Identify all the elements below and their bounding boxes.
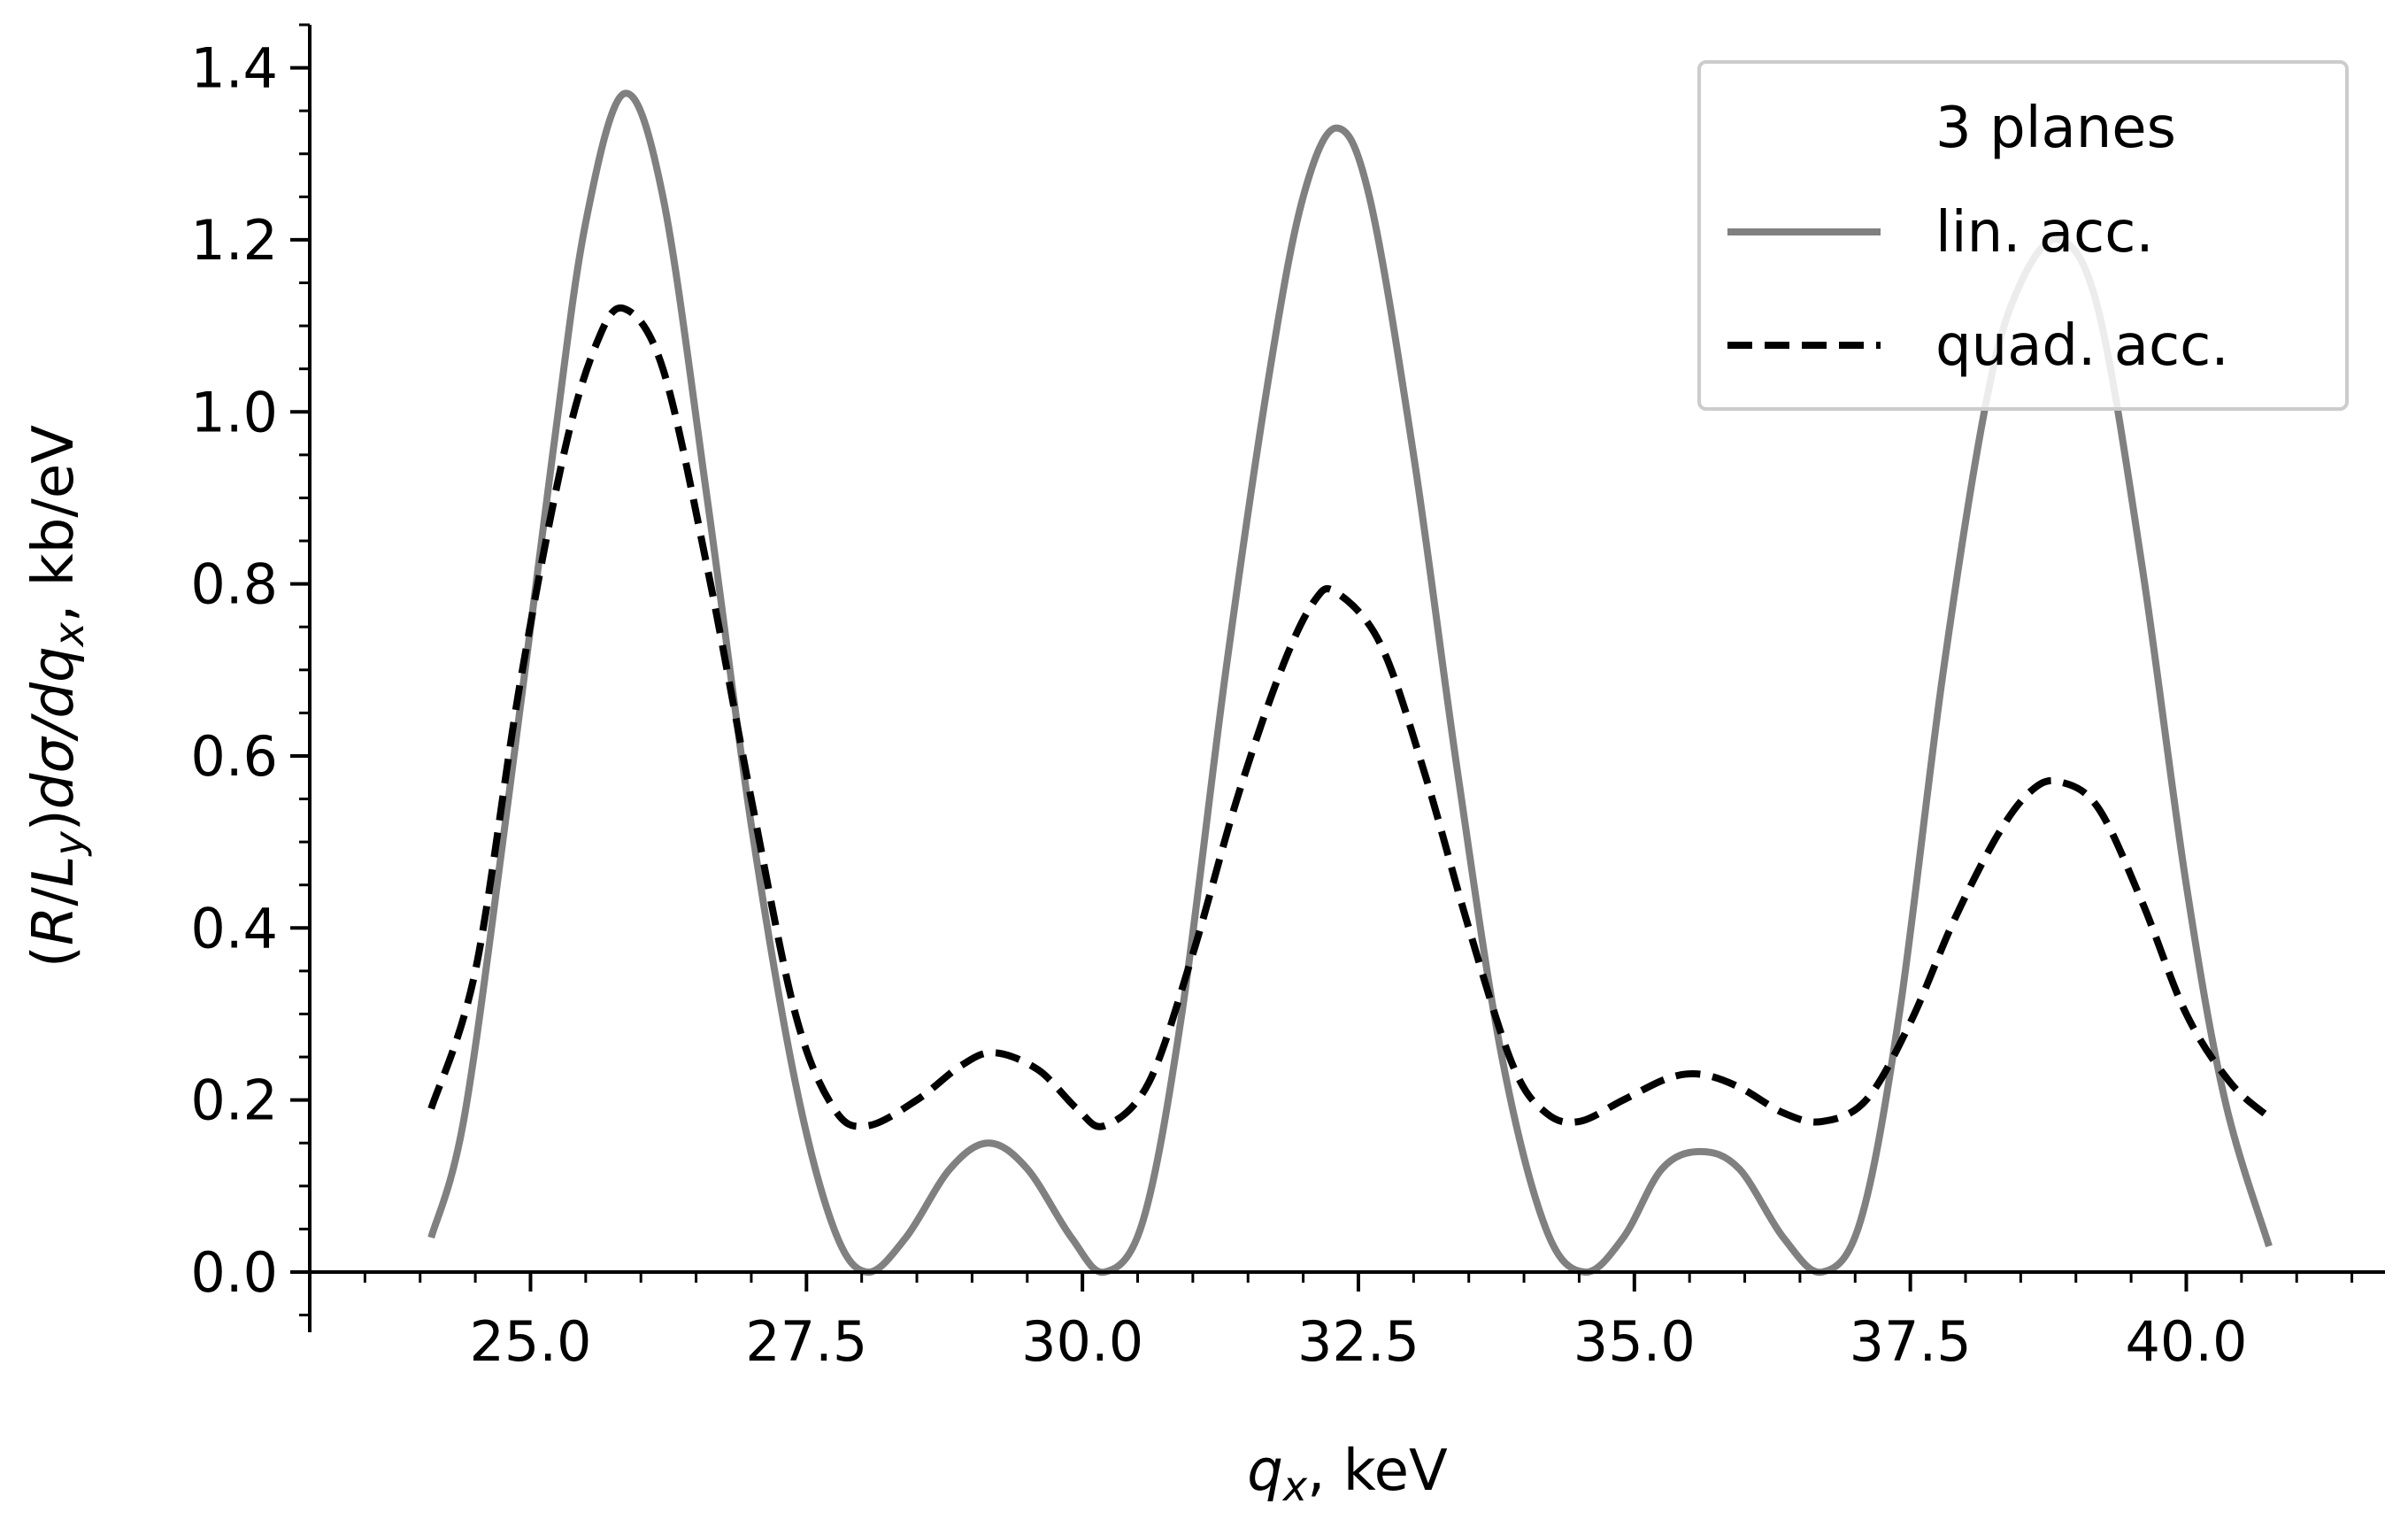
y-tick-label: 1.2 [190,208,278,273]
x-label-var: q [1247,1438,1283,1504]
y-label-part: / [21,887,87,906]
y-tick-label: 1.0 [190,380,278,444]
y-tick-label: 0.0 [190,1240,278,1305]
y-tick-label: 1.4 [190,36,278,101]
y-label-part: ) [21,809,87,831]
y-label-part: x [45,621,93,648]
x-axis-label: qx, keV [1247,1438,1448,1510]
y-label-part: y [45,830,93,857]
legend: 3 planes lin. acc. quad. acc. [1697,60,2349,411]
axes: 0.0 0.2 0.4 0.6 0.8 1.0 1.2 1.4 25.0 27.5 30.0 32.… [190,23,2385,1374]
x-tick-label: 25.0 [469,1309,591,1374]
legend-label-quad-acc: quad. acc. [1935,313,2229,379]
x-tick-label: 27.5 [745,1309,867,1374]
x-ticks: 25.0 27.5 30.0 32.5 35.0 37.5 40.0 [308,1271,2354,1374]
y-tick-label: 0.4 [190,896,278,960]
y-axis-label: (R/Ly)dσ/dqx, kb/eV [21,425,93,968]
x-tick-label: 40.0 [2125,1309,2247,1374]
series-line-lin-acc [427,89,2273,1276]
y-label-part: R [21,906,87,945]
x-tick-label: 35.0 [1573,1309,1696,1374]
series-line-quad-acc [427,304,2272,1130]
legend-label-lin-acc: lin. acc. [1935,200,2154,266]
x-tick-label: 32.5 [1297,1309,1419,1374]
legend-title: 3 planes [1935,96,2176,161]
y-label-part: dσ/dq [21,646,87,809]
y-ticks: 0.0 0.2 0.4 0.6 0.8 1.0 1.2 1.4 [190,23,310,1317]
x-tick-label: 37.5 [1850,1309,1972,1374]
y-tick-label: 0.2 [190,1068,278,1133]
y-label-part: , kb/eV [21,425,87,622]
y-tick-label: 0.8 [190,552,278,617]
x-label-unit: , keV [1307,1438,1448,1504]
x-label-sub: x [1281,1462,1308,1510]
legend-box [1697,60,2349,411]
y-label-part: L [21,855,87,887]
y-label-part: ( [21,945,87,968]
x-tick-label: 30.0 [1021,1309,1143,1374]
series-layer [427,89,2273,1276]
y-tick-label: 0.6 [190,724,278,789]
